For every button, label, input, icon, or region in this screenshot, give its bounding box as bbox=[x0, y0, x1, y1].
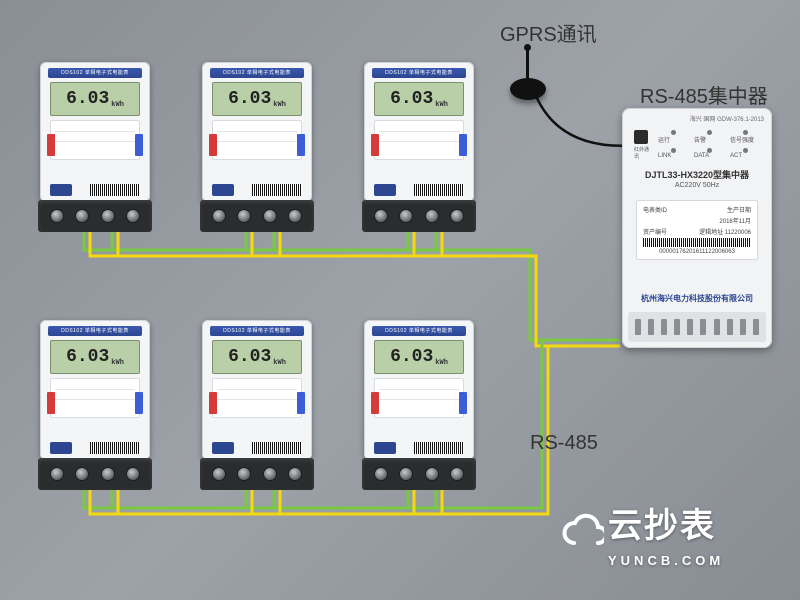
meter-terminal-block bbox=[200, 200, 314, 232]
meter-header: DDS102 单相电子式电能表 bbox=[372, 68, 466, 78]
concentrator-terminal bbox=[628, 312, 766, 342]
meter-footer bbox=[50, 424, 140, 454]
watermark-logo: 云抄表 YUNCB.COM bbox=[560, 498, 724, 568]
meter-brand-icon bbox=[212, 442, 234, 454]
electricity-meter: DDS102 单相电子式电能表 6.03kWh bbox=[198, 62, 316, 232]
meter-info-panel bbox=[212, 378, 302, 418]
concentrator-model: DJTL33-HX3220型集中器 bbox=[622, 168, 772, 181]
meter-header: DDS102 单相电子式电能表 bbox=[48, 68, 142, 78]
meter-seal-red-icon bbox=[47, 134, 55, 156]
electricity-meter: DDS102 单相电子式电能表 6.03kWh bbox=[360, 62, 478, 232]
electricity-meter: DDS102 单相电子式电能表 6.03kWh bbox=[36, 320, 154, 490]
label-concentrator: RS-485集中器 bbox=[640, 80, 768, 109]
meter-header: DDS102 单相电子式电能表 bbox=[210, 326, 304, 336]
electricity-meter: DDS102 单相电子式电能表 6.03kWh bbox=[198, 320, 316, 490]
meter-seal-red-icon bbox=[47, 392, 55, 414]
electricity-meter: DDS102 单相电子式电能表 6.03kWh bbox=[36, 62, 154, 232]
concentrator-voltage: AC220V 50Hz bbox=[622, 182, 772, 189]
meter-brand-icon bbox=[50, 184, 72, 196]
meter-header: DDS102 单相电子式电能表 bbox=[372, 326, 466, 336]
meter-lcd: 6.03kWh bbox=[50, 340, 140, 374]
meter-lcd: 6.03kWh bbox=[212, 340, 302, 374]
gprs-antenna bbox=[510, 78, 546, 100]
meter-barcode-icon bbox=[252, 184, 302, 196]
infrared-port-icon bbox=[634, 130, 648, 144]
meter-seal-blue-icon bbox=[459, 134, 467, 156]
meter-lcd: 6.03kWh bbox=[374, 340, 464, 374]
meter-terminal-block bbox=[38, 458, 152, 490]
meter-barcode-icon bbox=[414, 442, 464, 454]
meter-brand-icon bbox=[374, 184, 396, 196]
meter-terminal-block bbox=[362, 458, 476, 490]
concentrator-nameplate: 电表类ID生产日期 2016年11月 资产编号逻辑地址 11220006 000… bbox=[636, 200, 758, 260]
meter-seal-red-icon bbox=[371, 392, 379, 414]
meter-info-panel bbox=[374, 378, 464, 418]
cloud-icon bbox=[560, 513, 604, 553]
meter-seal-red-icon bbox=[209, 134, 217, 156]
meter-barcode-icon bbox=[90, 442, 140, 454]
meter-seal-red-icon bbox=[209, 392, 217, 414]
meter-barcode-icon bbox=[414, 184, 464, 196]
meter-info-panel bbox=[50, 378, 140, 418]
meter-terminal-block bbox=[200, 458, 314, 490]
meter-footer bbox=[374, 424, 464, 454]
meter-lcd: 6.03kWh bbox=[212, 82, 302, 116]
concentrator-top-text: 海兴 国网 GDW-376.1-2013 bbox=[630, 114, 764, 128]
label-rs485: RS-485 bbox=[530, 432, 598, 455]
meter-brand-icon bbox=[212, 184, 234, 196]
label-gprs: GPRS通讯 bbox=[500, 18, 597, 47]
meter-seal-blue-icon bbox=[135, 134, 143, 156]
meter-seal-red-icon bbox=[371, 134, 379, 156]
meter-header: DDS102 单相电子式电能表 bbox=[48, 326, 142, 336]
meter-brand-icon bbox=[50, 442, 72, 454]
meter-seal-blue-icon bbox=[297, 134, 305, 156]
diagram-canvas: DDS102 单相电子式电能表 6.03kWh DDS102 单相电子式电能表 6.0… bbox=[0, 0, 800, 600]
meter-header: DDS102 单相电子式电能表 bbox=[210, 68, 304, 78]
meter-footer bbox=[50, 166, 140, 196]
meter-brand-icon bbox=[374, 442, 396, 454]
meter-footer bbox=[212, 424, 302, 454]
meter-barcode-icon bbox=[252, 442, 302, 454]
meter-seal-blue-icon bbox=[135, 392, 143, 414]
electricity-meter: DDS102 单相电子式电能表 6.03kWh bbox=[360, 320, 478, 490]
meter-lcd: 6.03kWh bbox=[50, 82, 140, 116]
meter-footer bbox=[212, 166, 302, 196]
meter-seal-blue-icon bbox=[459, 392, 467, 414]
meter-lcd: 6.03kWh bbox=[374, 82, 464, 116]
meter-seal-blue-icon bbox=[297, 392, 305, 414]
meter-terminal-block bbox=[38, 200, 152, 232]
concentrator-brand: 杭州海兴电力科技股份有限公司 bbox=[622, 293, 772, 304]
meter-info-panel bbox=[50, 120, 140, 160]
rs485-concentrator: 海兴 国网 GDW-376.1-2013 运行 告警 信号强度 红外通讯 LIN… bbox=[622, 108, 772, 348]
meter-terminal-block bbox=[362, 200, 476, 232]
meter-footer bbox=[374, 166, 464, 196]
concentrator-led-panel: 运行 告警 信号强度 红外通讯 LINK DATA ACT bbox=[634, 130, 760, 156]
meter-barcode-icon bbox=[90, 184, 140, 196]
meter-info-panel bbox=[374, 120, 464, 160]
meter-info-panel bbox=[212, 120, 302, 160]
